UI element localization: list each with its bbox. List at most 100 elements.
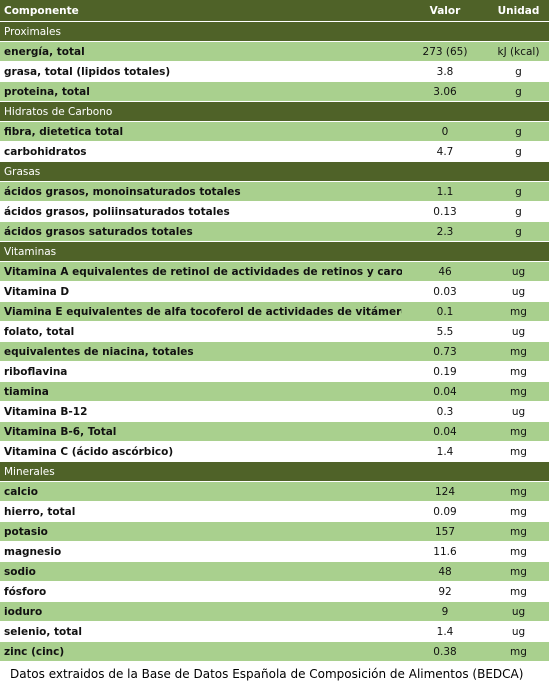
nutrient-value: 0.03: [402, 282, 488, 302]
nutrient-name: riboflavina: [0, 362, 402, 382]
table-row: fibra, dietetica total 0 g: [0, 122, 549, 142]
nutrient-name: ácidos grasos, poliinsaturados totales: [0, 202, 402, 222]
nutrient-unit: ug: [488, 322, 549, 342]
nutrient-unit: mg: [488, 522, 549, 542]
nutrition-table: Componente Valor Unidad Proximales energí…: [0, 0, 549, 662]
section-title: Vitaminas: [0, 242, 549, 262]
nutrient-value: 157: [402, 522, 488, 542]
table-row: Vitamina B-6, Total 0.04 mg: [0, 422, 549, 442]
nutrient-unit: mg: [488, 582, 549, 602]
nutrient-value: 5.5: [402, 322, 488, 342]
nutrient-unit: mg: [488, 342, 549, 362]
nutrient-value: 0.19: [402, 362, 488, 382]
nutrient-unit: mg: [488, 482, 549, 502]
table-row: ácidos grasos, poliinsaturados totales 0.…: [0, 202, 549, 222]
table-row: carbohidratos 4.7 g: [0, 142, 549, 162]
nutrient-unit: g: [488, 222, 549, 242]
table-row: ioduro 9 ug: [0, 602, 549, 622]
nutrient-value: 9: [402, 602, 488, 622]
nutrient-name: Vitamina D: [0, 282, 402, 302]
nutrient-unit: mg: [488, 302, 549, 322]
nutrient-value: 0.13: [402, 202, 488, 222]
nutrient-value: 0.3: [402, 402, 488, 422]
table-row: fósforo 92 mg: [0, 582, 549, 602]
nutrient-value: 48: [402, 562, 488, 582]
nutrient-unit: g: [488, 82, 549, 102]
nutrient-unit: ug: [488, 282, 549, 302]
table-row: energía, total 273 (65) kJ (kcal): [0, 42, 549, 62]
table-row: Vitamina A equivalentes de retinol de ac…: [0, 262, 549, 282]
table-row: equivalentes de niacina, totales 0.73 mg: [0, 342, 549, 362]
nutrient-name: equivalentes de niacina, totales: [0, 342, 402, 362]
nutrient-name: hierro, total: [0, 502, 402, 522]
nutrient-value: 0.04: [402, 422, 488, 442]
nutrient-name: ácidos grasos saturados totales: [0, 222, 402, 242]
nutrient-name: fibra, dietetica total: [0, 122, 402, 142]
column-header-unit: Unidad: [488, 0, 549, 22]
nutrient-name: ácidos grasos, monoinsaturados totales: [0, 182, 402, 202]
nutrient-value: 0.38: [402, 642, 488, 662]
section-header-row: Hidratos de Carbono: [0, 102, 549, 122]
nutrient-value: 273 (65): [402, 42, 488, 62]
table-row: Vitamina D 0.03 ug: [0, 282, 549, 302]
table-row: magnesio 11.6 mg: [0, 542, 549, 562]
nutrient-name: fósforo: [0, 582, 402, 602]
table-row: potasio 157 mg: [0, 522, 549, 542]
nutrient-name: Viamina E equivalentes de alfa tocoferol…: [0, 302, 402, 322]
nutrient-name: folato, total: [0, 322, 402, 342]
nutrient-name: calcio: [0, 482, 402, 502]
section-title: Grasas: [0, 162, 549, 182]
nutrient-value: 0.73: [402, 342, 488, 362]
nutrient-unit: mg: [488, 562, 549, 582]
section-header-row: Minerales: [0, 462, 549, 482]
table-row: ácidos grasos saturados totales 2.3 g: [0, 222, 549, 242]
nutrient-value: 1.1: [402, 182, 488, 202]
section-header-row: Proximales: [0, 22, 549, 42]
nutrient-unit: mg: [488, 362, 549, 382]
table-row: Vitamina C (ácido ascórbico) 1.4 mg: [0, 442, 549, 462]
nutrient-value: 92: [402, 582, 488, 602]
nutrient-unit: mg: [488, 642, 549, 662]
nutrient-value: 11.6: [402, 542, 488, 562]
nutrient-unit: ug: [488, 262, 549, 282]
nutrient-value: 0.04: [402, 382, 488, 402]
nutrient-unit: g: [488, 62, 549, 82]
nutrient-value: 0: [402, 122, 488, 142]
nutrient-unit: mg: [488, 542, 549, 562]
nutrient-unit: g: [488, 122, 549, 142]
column-header-component: Componente: [0, 0, 402, 22]
table-row: grasa, total (lipidos totales) 3.8 g: [0, 62, 549, 82]
nutrient-unit: ug: [488, 402, 549, 422]
nutrient-value: 3.06: [402, 82, 488, 102]
table-body: Proximales energía, total 273 (65) kJ (kcal…: [0, 22, 549, 662]
nutrient-value: 0.09: [402, 502, 488, 522]
nutrient-unit: ug: [488, 602, 549, 622]
nutrient-unit: g: [488, 202, 549, 222]
section-header-row: Grasas: [0, 162, 549, 182]
table-row: zinc (cinc) 0.38 mg: [0, 642, 549, 662]
table-row: hierro, total 0.09 mg: [0, 502, 549, 522]
nutrient-unit: mg: [488, 502, 549, 522]
nutrient-name: Vitamina B-12: [0, 402, 402, 422]
nutrient-name: proteina, total: [0, 82, 402, 102]
nutrient-name: ioduro: [0, 602, 402, 622]
table-row: Viamina E equivalentes de alfa tocoferol…: [0, 302, 549, 322]
table-row: proteina, total 3.06 g: [0, 82, 549, 102]
nutrient-name: selenio, total: [0, 622, 402, 642]
table-row: selenio, total 1.4 ug: [0, 622, 549, 642]
nutrient-unit: mg: [488, 442, 549, 462]
nutrient-name: energía, total: [0, 42, 402, 62]
nutrient-value: 124: [402, 482, 488, 502]
nutrient-unit: g: [488, 182, 549, 202]
nutrient-unit: mg: [488, 382, 549, 402]
table-row: tiamina 0.04 mg: [0, 382, 549, 402]
table-header: Componente Valor Unidad: [0, 0, 549, 22]
nutrient-value: 4.7: [402, 142, 488, 162]
nutrient-name: grasa, total (lipidos totales): [0, 62, 402, 82]
nutrient-unit: mg: [488, 422, 549, 442]
column-header-value: Valor: [402, 0, 488, 22]
table-row: riboflavina 0.19 mg: [0, 362, 549, 382]
nutrient-name: Vitamina B-6, Total: [0, 422, 402, 442]
nutrient-value: 2.3: [402, 222, 488, 242]
